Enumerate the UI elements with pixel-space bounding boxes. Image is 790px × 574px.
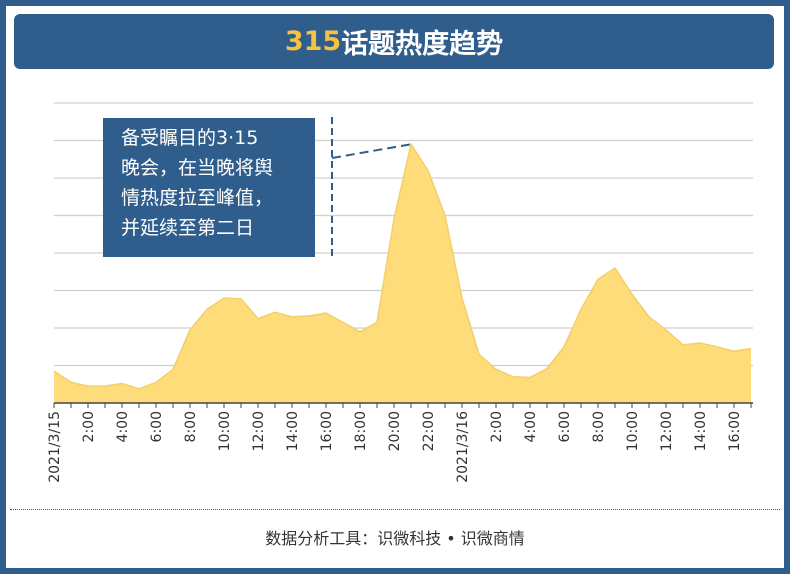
x-tick-labels: 2021/3/15 2:00 4:00 6:00 8:00 10:00 12:00 14:00… bbox=[47, 411, 743, 483]
x-tick-label: 18:00 bbox=[353, 411, 369, 451]
x-tick-label: 2:00 bbox=[81, 411, 97, 442]
footer-divider bbox=[10, 509, 780, 510]
footer-source: 数据分析工具：识微科技 • 识微商情 bbox=[265, 529, 525, 548]
annotation-line-1: 备受瞩目的3·15 bbox=[121, 127, 259, 149]
x-tick-label: 14:00 bbox=[693, 411, 709, 451]
x-tick-label: 14:00 bbox=[285, 411, 301, 451]
annotation-box: 备受瞩目的3·15 晚会，在当晚将舆 情热度拉至峰值， 并延续至第二日 bbox=[103, 118, 315, 257]
x-tick-label: 6:00 bbox=[149, 411, 165, 442]
x-tick-label: 2021/3/15 bbox=[47, 411, 63, 483]
x-tick-label: 10:00 bbox=[217, 411, 233, 451]
annotation-line-2: 晚会，在当晚将舆 bbox=[121, 157, 274, 179]
x-tick-label: 16:00 bbox=[319, 411, 335, 451]
annotation-line-4: 并延续至第二日 bbox=[121, 217, 255, 239]
x-tick-label: 8:00 bbox=[183, 411, 199, 442]
x-tick-label: 22:00 bbox=[421, 411, 437, 451]
x-tick-label: 20:00 bbox=[387, 411, 403, 451]
x-tick-label: 6:00 bbox=[557, 411, 573, 442]
x-tick-label: 10:00 bbox=[625, 411, 641, 451]
x-tick-label: 2:00 bbox=[489, 411, 505, 442]
title-number: 315 bbox=[284, 26, 342, 57]
x-tick-label: 4:00 bbox=[523, 411, 539, 442]
x-tick-label: 2021/3/16 bbox=[455, 411, 471, 483]
x-tick-label: 4:00 bbox=[115, 411, 131, 442]
annotation-connector bbox=[331, 143, 412, 159]
series-area bbox=[54, 144, 751, 404]
x-tick-label: 16:00 bbox=[727, 411, 743, 451]
title-text: 话题热度趋势 bbox=[341, 29, 504, 60]
x-tick-label: 12:00 bbox=[659, 411, 675, 451]
x-tick-label: 8:00 bbox=[591, 411, 607, 442]
series-line bbox=[53, 142, 752, 390]
title-bar: 315 话题热度趋势 bbox=[14, 14, 774, 69]
annotation-line-3: 情热度拉至峰值， bbox=[121, 187, 274, 209]
x-tick-label: 12:00 bbox=[251, 411, 267, 451]
x-axis bbox=[53, 402, 753, 408]
